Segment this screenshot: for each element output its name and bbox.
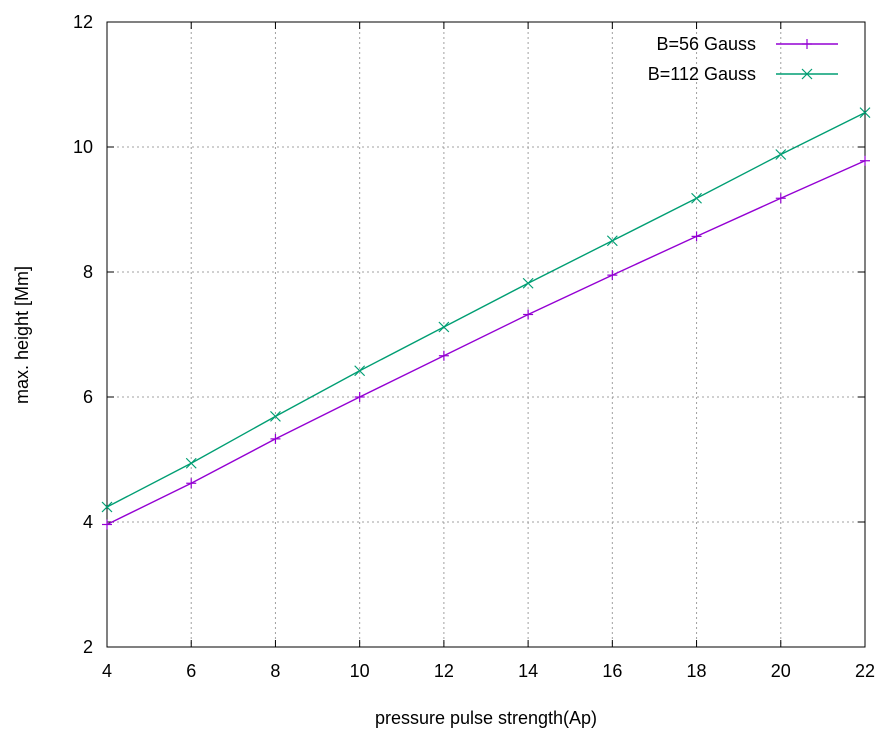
legend-marker <box>801 68 813 80</box>
series-line-2 <box>106 111 866 508</box>
data-point <box>775 193 786 204</box>
y-tick-label: 2 <box>83 637 93 657</box>
marker-stroke <box>522 277 534 289</box>
data-point <box>607 270 618 281</box>
marker-stroke <box>801 68 813 80</box>
grid <box>107 22 865 647</box>
x-tick-label: 4 <box>102 661 112 681</box>
marker-stroke <box>691 192 702 204</box>
x-tick-label: 12 <box>434 661 454 681</box>
data-point <box>186 478 197 489</box>
x-tick-label: 14 <box>518 661 538 681</box>
legend-label: B=56 Gauss <box>656 34 756 54</box>
x-axis-label: pressure pulse strength(Ap) <box>375 708 597 728</box>
data-point <box>691 231 702 242</box>
y-axis-label: max. height [Mm] <box>12 266 32 404</box>
x-tick-label: 22 <box>855 661 875 681</box>
marker-stroke <box>606 235 618 247</box>
data-point <box>438 321 450 333</box>
series-line-1 <box>106 160 866 526</box>
marker-stroke <box>438 321 450 333</box>
marker-stroke <box>101 501 113 513</box>
y-tick-label: 8 <box>83 262 93 282</box>
marker-stroke <box>859 107 871 119</box>
legend: B=56 Gauss B=112 Gauss <box>648 34 838 84</box>
legend-marker <box>802 39 812 49</box>
data-point <box>101 501 113 513</box>
series-group <box>101 107 871 530</box>
data-point <box>775 149 787 160</box>
data-point <box>438 350 449 361</box>
data-point <box>102 519 112 530</box>
data-point <box>860 155 870 166</box>
data-point <box>523 309 534 320</box>
data-point <box>354 392 365 402</box>
x-tick-label: 8 <box>270 661 280 681</box>
data-point <box>859 107 871 119</box>
x-tick-label: 18 <box>687 661 707 681</box>
x-tick-label: 20 <box>771 661 791 681</box>
y-tick-label: 6 <box>83 387 93 407</box>
marker-stroke <box>185 457 197 469</box>
data-point <box>270 410 281 422</box>
marker-stroke <box>354 365 366 377</box>
data-point <box>606 235 618 247</box>
y-tick-label: 12 <box>73 12 93 32</box>
marker-stroke <box>270 410 281 422</box>
data-point <box>691 192 702 204</box>
x-tick-label: 6 <box>186 661 196 681</box>
marker-stroke <box>775 149 787 160</box>
y-tick-label: 4 <box>83 512 93 532</box>
data-point <box>185 457 197 469</box>
x-tick-label: 10 <box>350 661 370 681</box>
plot-frame <box>106 21 866 648</box>
data-point <box>522 277 534 289</box>
legend-label: B=112 Gauss <box>648 64 756 84</box>
data-point <box>270 433 281 444</box>
x-tick-label: 16 <box>602 661 622 681</box>
y-tick-label: 10 <box>73 137 93 157</box>
data-point <box>354 365 366 377</box>
